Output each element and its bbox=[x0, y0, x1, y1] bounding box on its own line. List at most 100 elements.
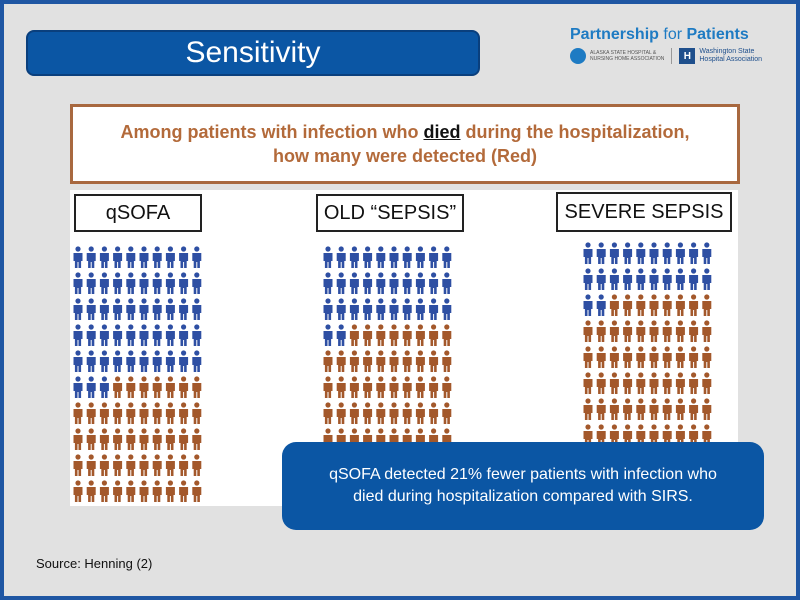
person-icon-missed bbox=[165, 298, 175, 320]
person-icon-missed bbox=[165, 272, 175, 294]
person-icon-detected bbox=[323, 402, 333, 424]
person-icon-missed bbox=[73, 298, 83, 320]
question-line1-before: Among patients with infection who bbox=[120, 122, 424, 142]
person-icon-detected bbox=[192, 480, 202, 502]
person-icon-detected bbox=[609, 372, 619, 394]
person-icon-detected bbox=[139, 376, 149, 398]
person-icon-detected bbox=[649, 320, 659, 342]
question-line2: how many were detected (Red) bbox=[272, 146, 538, 166]
person-icon-missed bbox=[689, 268, 699, 290]
person-icon-missed bbox=[336, 324, 346, 346]
person-icon-missed bbox=[152, 298, 162, 320]
person-icon-detected bbox=[73, 480, 83, 502]
person-icon-missed bbox=[86, 246, 96, 268]
person-icon-missed bbox=[415, 246, 425, 268]
person-icon-detected bbox=[415, 350, 425, 372]
person-icon-detected bbox=[139, 402, 149, 424]
person-icon-missed bbox=[99, 376, 109, 398]
person-icon-detected bbox=[596, 320, 606, 342]
person-icon-detected bbox=[442, 402, 452, 424]
person-icon-detected bbox=[702, 294, 712, 316]
person-icon-detected bbox=[139, 428, 149, 450]
person-icon-missed bbox=[179, 298, 189, 320]
person-icon-detected bbox=[402, 402, 412, 424]
person-icon-detected bbox=[702, 320, 712, 342]
person-icon-detected bbox=[165, 428, 175, 450]
person-icon-detected bbox=[689, 398, 699, 420]
person-icon-detected bbox=[636, 346, 646, 368]
person-icon-missed bbox=[402, 246, 412, 268]
person-icon-detected bbox=[126, 376, 136, 398]
person-icon-detected bbox=[429, 376, 439, 398]
person-icon-detected bbox=[363, 350, 373, 372]
person-icon-missed bbox=[113, 246, 123, 268]
person-icon-missed bbox=[192, 298, 202, 320]
person-icon-missed bbox=[702, 268, 712, 290]
person-icon-detected bbox=[192, 402, 202, 424]
person-icon-detected bbox=[649, 294, 659, 316]
person-icon-detected bbox=[139, 454, 149, 476]
label-old-sepsis: OLD “SEPSIS” bbox=[316, 194, 464, 232]
person-icon-detected bbox=[113, 454, 123, 476]
slide-title-banner: Sensitivity bbox=[26, 30, 480, 76]
person-icon-detected bbox=[583, 398, 593, 420]
person-icon-missed bbox=[99, 298, 109, 320]
person-icon-detected bbox=[363, 324, 373, 346]
person-icon-missed bbox=[73, 376, 83, 398]
person-icon-missed bbox=[363, 246, 373, 268]
person-icon-missed bbox=[323, 324, 333, 346]
person-icon-missed bbox=[415, 298, 425, 320]
person-icon-detected bbox=[429, 324, 439, 346]
person-icon-missed bbox=[323, 298, 333, 320]
person-icon-detected bbox=[662, 320, 672, 342]
person-icon-missed bbox=[662, 268, 672, 290]
person-icon-detected bbox=[583, 346, 593, 368]
person-icon-missed bbox=[192, 350, 202, 372]
person-icon-missed bbox=[702, 242, 712, 264]
finding-callout: qSOFA detected 21% fewer patients with i… bbox=[282, 442, 764, 530]
person-icon-detected bbox=[363, 376, 373, 398]
person-icon-missed bbox=[675, 242, 685, 264]
person-icon-detected bbox=[609, 294, 619, 316]
person-icon-detected bbox=[662, 346, 672, 368]
person-icon-missed bbox=[165, 350, 175, 372]
person-icon-detected bbox=[376, 376, 386, 398]
person-icon-missed bbox=[349, 272, 359, 294]
person-icon-missed bbox=[99, 246, 109, 268]
person-icon-missed bbox=[336, 298, 346, 320]
slide-title: Sensitivity bbox=[185, 36, 321, 69]
person-icon-detected bbox=[165, 376, 175, 398]
person-icon-detected bbox=[179, 402, 189, 424]
person-icon-detected bbox=[349, 402, 359, 424]
logo-title-bold: Partnership bbox=[570, 26, 659, 43]
person-icon-detected bbox=[389, 324, 399, 346]
wa-org-line1: Washington State bbox=[699, 48, 755, 55]
person-icon-detected bbox=[442, 376, 452, 398]
person-icon-missed bbox=[389, 298, 399, 320]
person-icon-detected bbox=[389, 350, 399, 372]
person-icon-missed bbox=[86, 298, 96, 320]
person-icon-detected bbox=[389, 402, 399, 424]
person-icon-detected bbox=[179, 428, 189, 450]
person-icon-detected bbox=[583, 372, 593, 394]
person-icon-detected bbox=[99, 454, 109, 476]
person-icon-missed bbox=[583, 268, 593, 290]
alaska-org-line1: ALASKA STATE HOSPITAL & bbox=[590, 50, 657, 56]
person-icon-missed bbox=[165, 246, 175, 268]
person-icon-missed bbox=[609, 242, 619, 264]
person-icon-detected bbox=[429, 402, 439, 424]
person-icon-missed bbox=[152, 246, 162, 268]
person-icon-missed bbox=[363, 272, 373, 294]
person-icon-detected bbox=[636, 398, 646, 420]
person-icon-missed bbox=[152, 350, 162, 372]
person-icon-missed bbox=[429, 298, 439, 320]
person-icon-missed bbox=[402, 298, 412, 320]
person-icon-missed bbox=[675, 268, 685, 290]
person-icon-detected bbox=[596, 346, 606, 368]
person-icon-missed bbox=[389, 272, 399, 294]
person-icon-detected bbox=[113, 376, 123, 398]
person-icon-missed bbox=[152, 272, 162, 294]
person-icon-missed bbox=[323, 246, 333, 268]
person-icon-missed bbox=[179, 272, 189, 294]
